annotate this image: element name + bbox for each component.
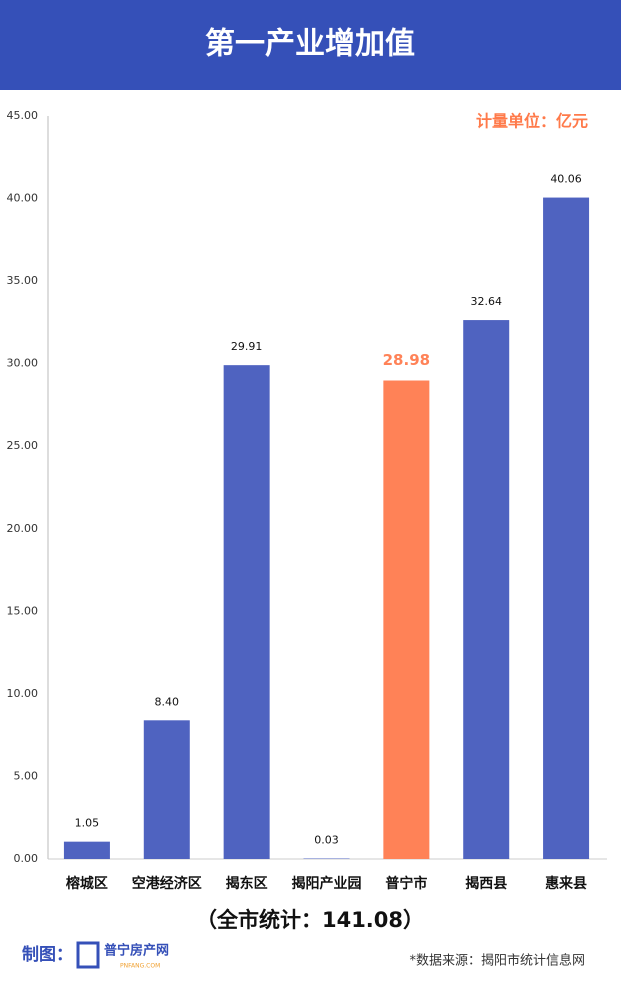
- x-tick-label: 空港经济区: [132, 875, 202, 892]
- source-note: *数据来源：揭阳市统计信息网: [409, 953, 585, 969]
- credit: 制图：: [22, 944, 73, 965]
- y-tick-label: 5.00: [14, 769, 39, 782]
- x-tick-label: 揭阳产业园: [292, 875, 362, 892]
- unit-note: 计量单位：亿元: [476, 112, 588, 131]
- y-tick-label: 40.00: [7, 192, 39, 205]
- y-tick-label: 15.00: [7, 604, 39, 617]
- logo-icon: [78, 943, 98, 967]
- total-note: （全市统计：141.08）: [196, 908, 424, 932]
- bar: [64, 842, 110, 859]
- bar: [224, 365, 270, 859]
- y-tick-label: 10.00: [7, 687, 39, 700]
- x-tick-label: 榕城区: [66, 875, 108, 892]
- bar: [543, 198, 589, 859]
- logo-text: 普宁房产网: [104, 943, 169, 959]
- bar: [144, 720, 190, 859]
- bar: [463, 320, 509, 859]
- x-tick-label: 普宁市: [385, 875, 427, 892]
- value-label: 28.98: [383, 351, 430, 369]
- y-tick-label: 45.00: [7, 109, 39, 122]
- value-label: 1.05: [75, 817, 100, 830]
- y-tick-label: 25.00: [7, 439, 39, 452]
- y-tick-label: 20.00: [7, 522, 39, 535]
- value-label: 29.91: [231, 340, 263, 353]
- value-label: 8.40: [155, 695, 180, 708]
- x-tick-label: 惠来县: [545, 875, 587, 892]
- bar: [383, 381, 429, 859]
- y-tick-label: 30.00: [7, 357, 39, 370]
- y-tick-label: 0.00: [14, 852, 39, 865]
- logo-sub: PNFANG.COM: [120, 963, 160, 970]
- value-label: 0.03: [314, 834, 339, 847]
- y-tick-label: 35.00: [7, 274, 39, 287]
- value-label: 32.64: [470, 295, 502, 308]
- value-label: 40.06: [550, 173, 582, 186]
- x-tick-label: 揭西县: [465, 875, 507, 892]
- chart-title: 第一产业增加值: [205, 27, 415, 62]
- x-tick-label: 揭东区: [226, 875, 268, 892]
